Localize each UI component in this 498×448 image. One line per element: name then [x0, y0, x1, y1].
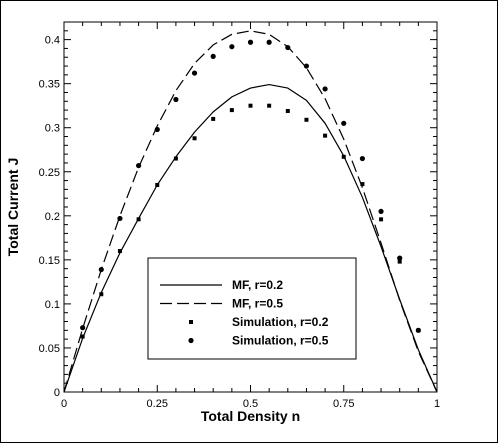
data-point	[397, 259, 402, 264]
data-point	[210, 53, 216, 59]
data-point	[229, 44, 235, 50]
legend-label: Simulation, r=0.5	[232, 334, 329, 348]
data-point	[211, 116, 216, 121]
data-point	[98, 266, 104, 273]
legend-item: Simulation, r=0.5	[188, 334, 329, 348]
data-point	[248, 103, 253, 108]
data-point	[415, 327, 421, 333]
x-tick-label: 0.5	[243, 398, 258, 410]
data-point	[80, 325, 86, 331]
legend-label: MF, r=0.5	[232, 297, 283, 311]
x-axis-title: Total Density n	[201, 408, 300, 424]
data-point	[379, 217, 384, 222]
plot-area-frame	[63, 21, 438, 393]
y-tick-label: 0.1	[45, 299, 60, 311]
data-point	[229, 108, 234, 113]
data-point	[247, 39, 254, 45]
data-point	[136, 217, 141, 222]
legend-item: MF, r=0.5	[160, 297, 283, 311]
x-tick-label: 1	[434, 398, 440, 410]
data-point	[192, 136, 197, 141]
y-tick-label: 0.4	[45, 35, 60, 47]
y-tick-label: 0	[54, 387, 60, 399]
data-point	[266, 39, 272, 45]
y-tick-label: 0.35	[39, 79, 60, 91]
data-point	[322, 86, 328, 92]
data-point	[285, 108, 290, 113]
y-tick-label: 0.15	[39, 255, 60, 267]
data-point	[323, 133, 328, 138]
legend-box	[147, 257, 357, 360]
data-point	[99, 292, 104, 297]
data-point	[303, 63, 310, 69]
data-point	[285, 44, 291, 51]
y-tick-label: 0.25	[39, 167, 60, 179]
data-point	[304, 117, 309, 122]
legend-swatch	[188, 337, 194, 344]
data-point	[154, 126, 160, 133]
legend-item: MF, r=0.2	[160, 278, 283, 292]
x-tick-label: 0.25	[147, 398, 168, 410]
data-point	[155, 182, 160, 187]
legend-label: Simulation, r=0.2	[232, 315, 329, 329]
legend-swatch	[189, 320, 193, 324]
y-tick-label: 0.05	[39, 343, 60, 355]
data-point	[173, 96, 179, 103]
series-line	[63, 83, 438, 393]
y-tick-label: 0.2	[45, 211, 60, 223]
data-point	[267, 103, 272, 108]
ticks: 0 0.25 0.5 0.75 1 0 0.05 0.1 0.15 0.2 0.25 0.3 0.35 0…	[39, 22, 440, 410]
series-4	[80, 39, 421, 333]
legend-item: Simulation, r=0.2	[189, 315, 329, 329]
data-point	[117, 215, 123, 222]
data-point	[117, 249, 122, 254]
x-tick-label: 0.75	[333, 398, 354, 410]
y-tick-label: 0.3	[45, 123, 60, 135]
data-point	[173, 156, 178, 161]
series-1	[63, 83, 438, 393]
x-tick-label: 0	[61, 398, 67, 410]
data-point	[191, 70, 198, 76]
legend: MF, r=0.2 MF, r=0.5 Simulation, r=0.2 Simul…	[147, 257, 357, 360]
data-point	[80, 334, 85, 339]
data-point	[341, 154, 346, 159]
data-point	[136, 162, 142, 169]
y-axis-title: Total Current J	[5, 158, 21, 257]
data-point	[378, 208, 384, 215]
data-point	[397, 255, 403, 261]
data-point	[341, 120, 347, 126]
data-point	[359, 155, 365, 162]
series-group	[63, 30, 438, 393]
legend-label: MF, r=0.2	[232, 278, 283, 292]
data-point	[360, 182, 365, 187]
